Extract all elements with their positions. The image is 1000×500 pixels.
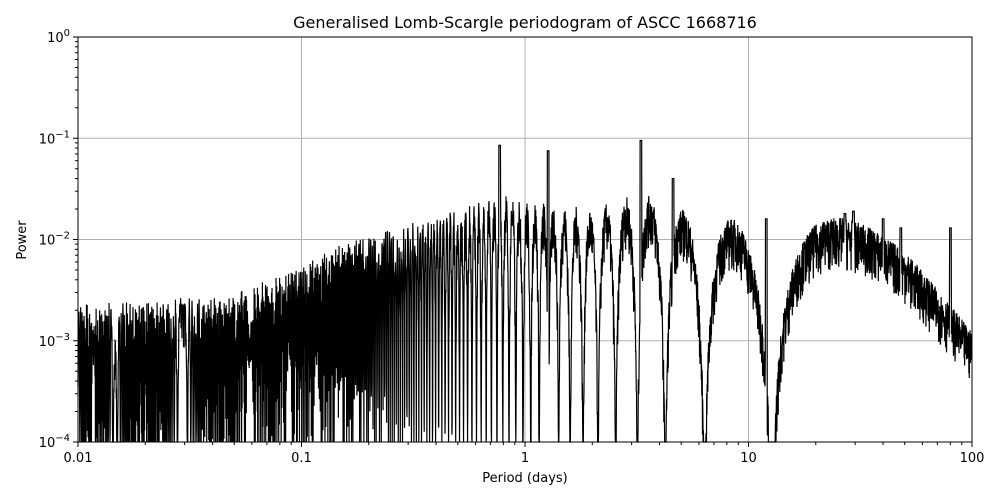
y-tick-label: 100: [47, 28, 70, 46]
y-tick-label: 10−1: [39, 129, 70, 147]
x-axis: 0.01 0.1 1 10 100: [64, 442, 985, 466]
y-tick-label: 10−4: [39, 433, 70, 451]
x-axis-label: Period (days): [482, 471, 568, 486]
y-tick-label: 10−2: [39, 231, 70, 249]
data-series: [77, 139, 973, 443]
x-tick-label: 0.01: [64, 451, 93, 466]
y-tick-label: 10−3: [39, 332, 70, 350]
chart-title: Generalised Lomb-Scargle periodogram of …: [293, 13, 757, 32]
x-tick-label: 10: [740, 451, 757, 466]
x-tick-label: 1: [521, 451, 529, 466]
x-tick-label: 0.1: [291, 451, 312, 466]
x-tick-label: 100: [960, 451, 985, 466]
y-axis: 10−4 10−3 10−2 10−1 100: [39, 28, 78, 451]
y-axis-label: Power: [15, 220, 30, 260]
